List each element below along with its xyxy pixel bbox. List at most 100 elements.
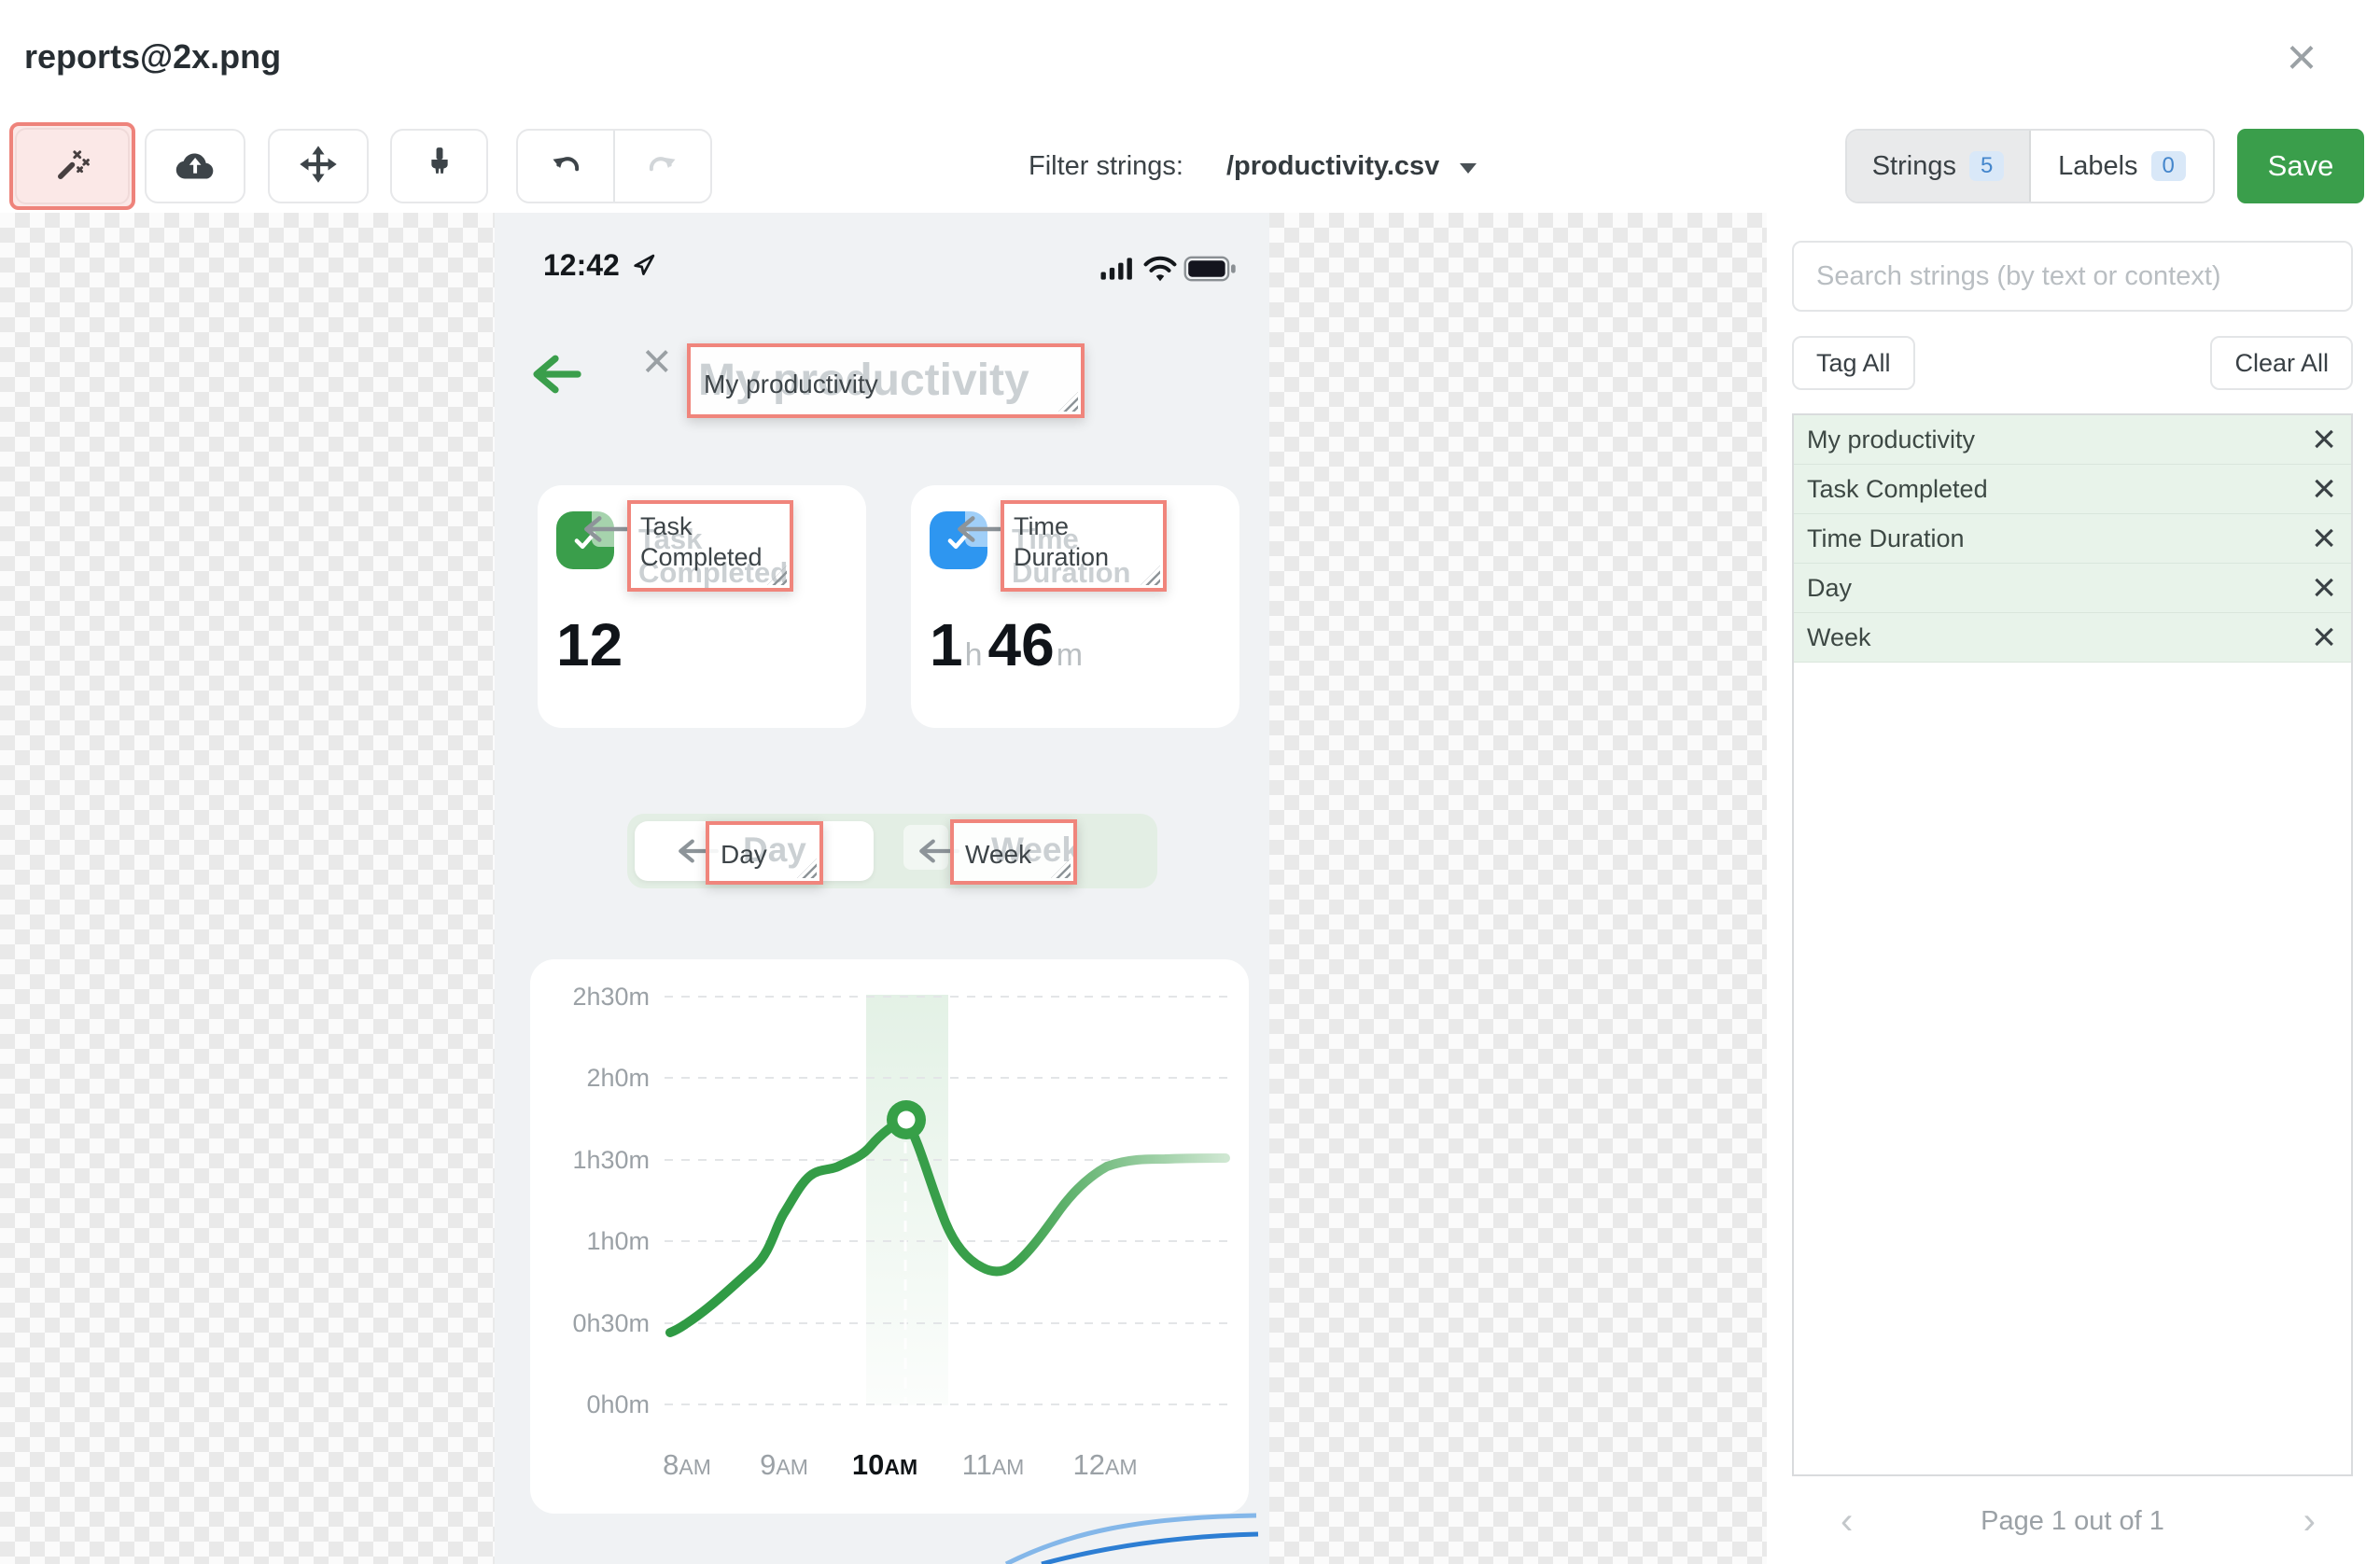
remove-string-icon[interactable]: × [2312, 614, 2336, 660]
strings-count-badge: 5 [1968, 151, 2005, 181]
undo-icon [547, 146, 584, 188]
strings-sidebar: Tag All Clear All My productivity × Task… [1767, 213, 2380, 1564]
string-overlay-title[interactable]: My productivity My productivity [687, 343, 1085, 418]
tab-labels-label: Labels [2058, 150, 2138, 181]
magic-wand-icon [54, 146, 91, 188]
labels-count-badge: 0 [2150, 151, 2186, 181]
clear-all-button[interactable]: Clear All [2210, 336, 2353, 390]
status-time: 12:42 [543, 248, 620, 282]
undo-redo-group [516, 129, 712, 203]
string-row[interactable]: Day × [1794, 564, 2351, 613]
remove-string-icon[interactable]: × [2312, 565, 2336, 610]
tab-labels[interactable]: Labels 0 [2029, 131, 2213, 202]
task-count-value: 12 [556, 611, 623, 678]
remove-tag-icon[interactable]: × [642, 333, 672, 389]
string-row[interactable]: My productivity × [1794, 415, 2351, 465]
wifi-icon [1142, 255, 1178, 286]
panel-tabs: Strings 5 Labels 0 [1845, 129, 2215, 203]
location-arrow-icon [631, 252, 657, 283]
redo-icon [644, 146, 681, 188]
productivity-chart-card: 2h30m 2h0m 1h30m 1h0m 0h30m 0h0m 8AM 9AM… [530, 959, 1249, 1514]
y-tick: 0h0m [586, 1390, 650, 1418]
y-tick: 1h0m [586, 1227, 650, 1255]
string-row[interactable]: Time Duration × [1794, 514, 2351, 564]
next-page-icon[interactable]: › [2303, 1501, 2316, 1542]
string-row[interactable]: Week × [1794, 613, 2351, 663]
string-row[interactable]: Task Completed × [1794, 465, 2351, 514]
remove-string-icon[interactable]: × [2312, 466, 2336, 511]
close-icon[interactable]: × [2274, 24, 2330, 90]
string-overlay-week[interactable]: Week Week [950, 819, 1077, 885]
filter-file-value: /productivity.csv [1225, 150, 1440, 181]
bottom-chart-preview [980, 1508, 1269, 1564]
original-text-ghost: Time Duration [1012, 523, 1131, 589]
x-tick: 11AM [962, 1448, 1025, 1481]
move-icon [299, 145, 338, 189]
day-week-toggle: Day Day Week Week [627, 814, 1157, 888]
move-button[interactable] [268, 129, 369, 203]
x-tick: 8AM [663, 1448, 711, 1481]
brush-button[interactable] [390, 129, 488, 203]
pagination-label: Page 1 out of 1 [1981, 1506, 2164, 1536]
toolbar: Filter strings: /productivity.csv String… [0, 119, 2380, 214]
battery-icon [1183, 256, 1238, 286]
filter-file-dropdown[interactable]: /productivity.csv [1226, 151, 1477, 182]
cloud-upload-icon [175, 148, 216, 185]
string-row-label: Day [1807, 573, 1853, 602]
signal-icon [1099, 256, 1135, 286]
strings-list-panel: My productivity × Task Completed × Time … [1792, 413, 2353, 1476]
string-row-label: Task Completed [1807, 474, 1988, 503]
string-overlay-time-duration[interactable]: Time Duration Time Duration [1001, 500, 1167, 592]
header-bar: reports@2x.png × [0, 0, 2380, 119]
back-arrow-icon [528, 353, 584, 400]
string-overlay-text: Time Duration [1014, 512, 1110, 571]
left-arrow-icon [581, 515, 629, 548]
x-tick: 9AM [760, 1448, 808, 1481]
save-button[interactable]: Save [2237, 129, 2364, 203]
peak-marker-hole [897, 1110, 916, 1129]
tab-strings-label: Strings [1871, 150, 1956, 181]
original-text-ghost: Week [991, 831, 1077, 869]
string-overlay-text: My productivity [704, 370, 878, 398]
phone-screenshot: 12:42 [495, 213, 1269, 1564]
remove-string-icon[interactable]: × [2312, 515, 2336, 561]
productivity-line-chart: 2h30m 2h0m 1h30m 1h0m 0h30m 0h0m 8AM 9AM… [572, 983, 1236, 1481]
redo-button[interactable] [613, 131, 710, 202]
resize-handle[interactable] [1058, 392, 1078, 412]
string-row-label: My productivity [1807, 425, 1976, 454]
y-tick: 2h30m [572, 983, 650, 1011]
original-text-ghost: Task Completed [638, 523, 789, 589]
pagination: ‹ Page 1 out of 1 › [1792, 1499, 2353, 1543]
filter-strings-area: Filter strings: /productivity.csv [1029, 129, 1477, 203]
time-duration-value: 1 h 46 m [930, 611, 1084, 678]
brush-icon [421, 145, 458, 189]
string-overlay-text: Day [721, 840, 767, 869]
left-arrow-icon [954, 515, 1002, 548]
chevron-down-icon [1460, 162, 1477, 174]
transparency-canvas: 12:42 [0, 213, 1767, 1564]
string-overlay-task-completed[interactable]: Task Completed Task Completed [627, 500, 793, 592]
previous-page-icon[interactable]: ‹ [1841, 1501, 1854, 1542]
time-duration-card: Time Duration Time Duration 1 h 46 m [911, 485, 1239, 728]
remove-string-icon[interactable]: × [2312, 416, 2336, 462]
search-input[interactable] [1792, 241, 2353, 312]
string-overlay-day[interactable]: Day Day [706, 821, 823, 885]
undo-button[interactable] [518, 131, 613, 202]
y-tick: 2h0m [586, 1064, 650, 1092]
upload-button[interactable] [145, 129, 245, 203]
filter-strings-label: Filter strings: [1029, 150, 1183, 181]
magic-wand-button[interactable] [9, 122, 135, 210]
tag-all-button[interactable]: Tag All [1792, 336, 1915, 390]
file-title: reports@2x.png [24, 37, 282, 76]
task-completed-card: Task Completed Task Completed 12 [538, 485, 866, 728]
string-overlay-text: Task Completed [640, 512, 763, 571]
x-tick-selected: 10AM [852, 1448, 917, 1481]
tab-strings[interactable]: Strings 5 [1847, 131, 2029, 202]
y-tick: 1h30m [572, 1146, 650, 1174]
string-overlay-text: Week [965, 840, 1032, 869]
y-tick: 0h30m [572, 1309, 650, 1337]
original-text-ghost: My productivity [698, 356, 1029, 405]
string-row-label: Week [1807, 622, 1871, 651]
x-tick: 12AM [1073, 1448, 1138, 1481]
